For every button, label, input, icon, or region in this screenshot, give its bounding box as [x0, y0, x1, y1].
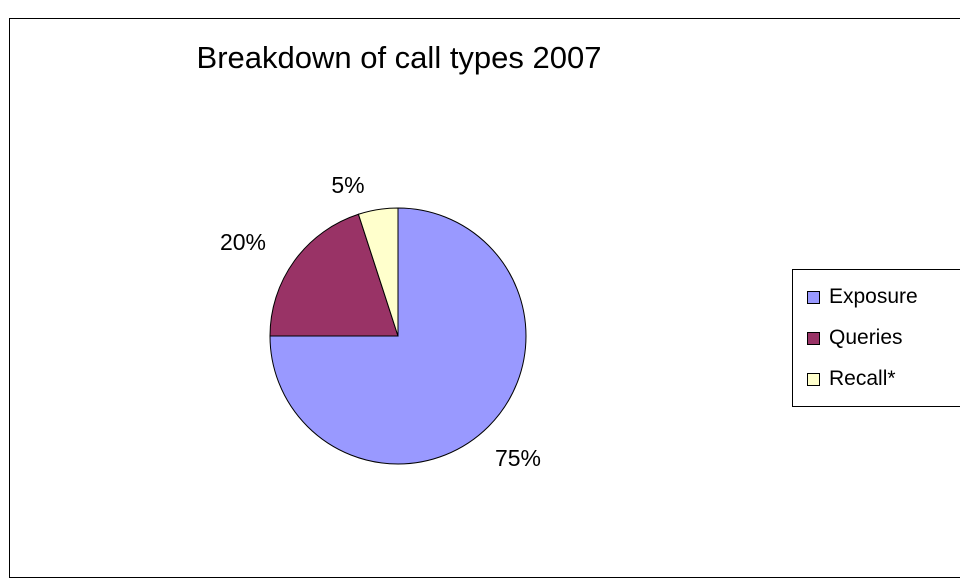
chart-title: Breakdown of call types 2007	[196, 40, 602, 75]
legend-item-queries: Queries	[807, 323, 903, 353]
legend-item-recall: Recall*	[807, 364, 896, 394]
legend-label-exposure: Exposure	[829, 285, 918, 308]
legend-swatch-exposure	[807, 290, 820, 304]
legend-item-exposure: Exposure	[807, 282, 918, 312]
pie-slice-queries	[269, 213, 399, 337]
pie-slice-exposure	[269, 207, 527, 465]
legend-label-recall: Recall*	[829, 367, 896, 390]
legend-swatch-recall	[807, 372, 820, 386]
pie-slice-recall	[357, 207, 399, 337]
data-label-queries: 20%	[220, 229, 266, 255]
legend-label-queries: Queries	[829, 326, 903, 349]
data-label-exposure: 75%	[495, 445, 541, 471]
legend-swatch-queries	[807, 331, 820, 345]
pie-chart: 75% 20% 5%	[220, 172, 541, 471]
data-label-recall: 5%	[331, 172, 364, 198]
legend: Exposure Queries Recall*	[792, 269, 960, 407]
